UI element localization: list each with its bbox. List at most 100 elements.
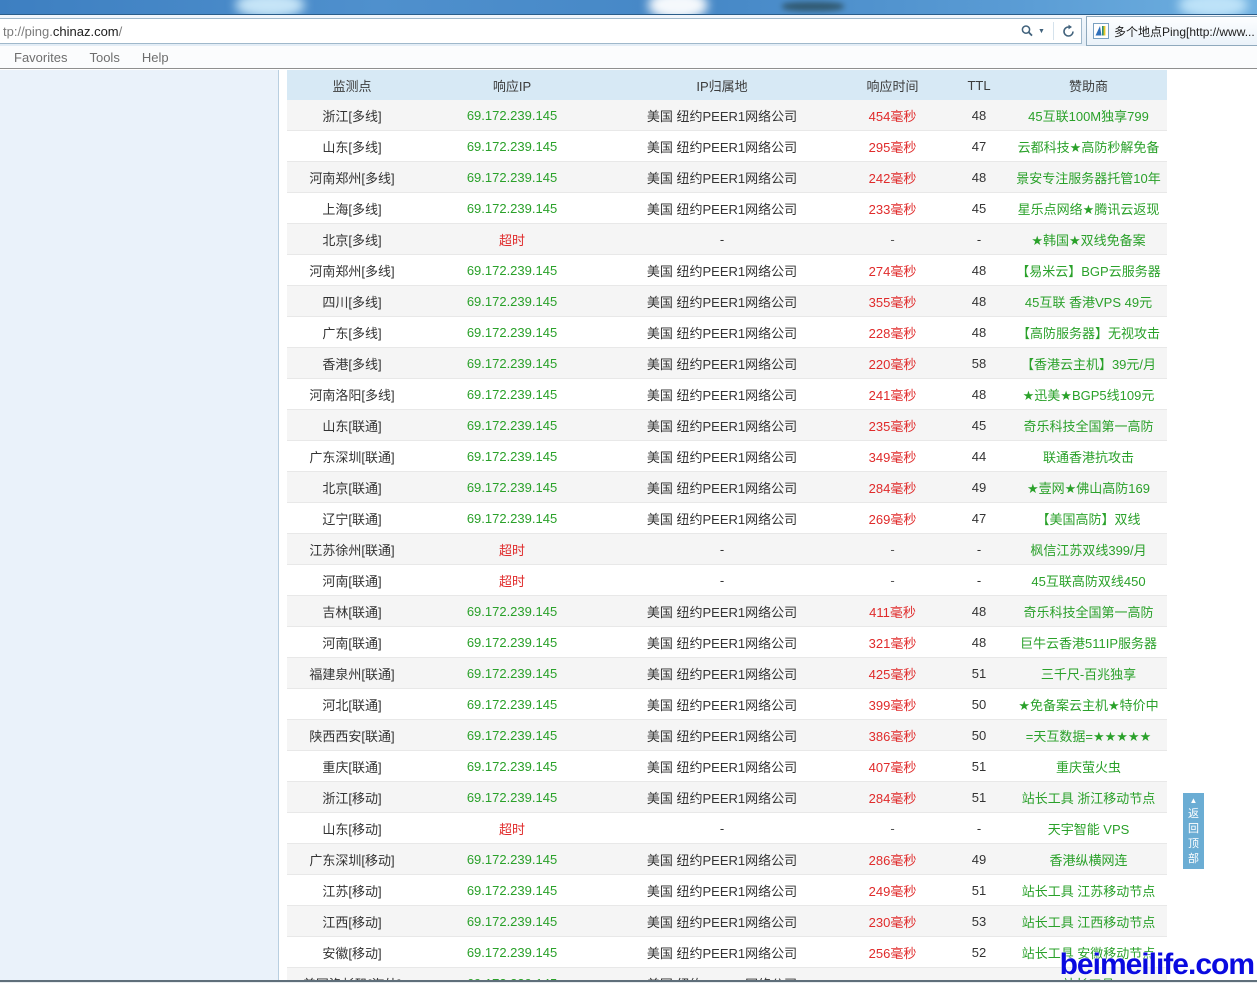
cell-ttl: 52 — [971, 944, 987, 960]
sponsor-link[interactable]: 重庆萤火虫 — [1055, 759, 1121, 775]
sponsor-link[interactable]: 奇乐科技全国第一高防 — [1023, 418, 1154, 434]
cell-response-time: 407毫秒 — [868, 759, 917, 775]
sponsor-link[interactable]: 【易米云】BGP云服务器 — [1016, 263, 1161, 279]
cell-ip-location: 美国 纽约PEER1网络公司 — [646, 139, 798, 155]
cell-ttl: 47 — [971, 510, 987, 526]
table-body: 浙江[多线] 69.172.239.145 美国 纽约PEER1网络公司 454… — [287, 100, 1167, 980]
cell-monitor-point: 美国洛杉矶[海外] — [287, 974, 417, 981]
sponsor-link[interactable]: 巨牛云香港511IP服务器 — [1019, 635, 1157, 651]
menu-help[interactable]: Help — [141, 49, 169, 65]
sponsor-link[interactable]: 枫信江苏双线399/月 — [1030, 542, 1147, 558]
cell-response-ip: 69.172.239.145 — [466, 634, 558, 650]
sponsor-link[interactable]: 45互联高防双线450 — [1031, 573, 1146, 589]
cell-ttl: 45 — [971, 417, 987, 433]
sponsor-link[interactable]: 云都科技★高防秒解免备 — [1017, 139, 1160, 155]
sponsor-link[interactable]: 联通香港抗攻击 — [1042, 449, 1134, 465]
table-row: 广东深圳[移动] 69.172.239.145 美国 纽约PEER1网络公司 2… — [287, 844, 1167, 875]
cell-response-time: 230毫秒 — [868, 914, 917, 930]
cell-response-ip: 69.172.239.145 — [466, 138, 558, 154]
table-row: 广东深圳[联通] 69.172.239.145 美国 纽约PEER1网络公司 3… — [287, 441, 1167, 472]
cell-sponsor: ★免备案云主机★特价中 — [1010, 695, 1167, 714]
sponsor-link[interactable]: 【香港云主机】39元/月 — [1020, 356, 1157, 372]
sponsor-link[interactable]: 香港纵横网连 — [1049, 852, 1128, 868]
cell-response-ip: 69.172.239.145 — [466, 262, 558, 278]
cell-response-ip: 超时 — [498, 232, 525, 248]
header-ttl: TTL — [967, 77, 991, 93]
cell-sponsor: 星乐点网络★腾讯云返现 — [1010, 199, 1167, 218]
sponsor-link[interactable]: ★韩国★双线免备案 — [1031, 232, 1146, 248]
cell-ttl: 48 — [971, 603, 987, 619]
cell-ttl: 50 — [971, 696, 987, 712]
window-title-bar[interactable] — [0, 0, 1257, 15]
sponsor-link[interactable]: 站长工具 — [1062, 977, 1114, 981]
table-row: 陕西西安[联通] 69.172.239.145 美国 纽约PEER1网络公司 3… — [287, 720, 1167, 751]
sponsor-link[interactable]: 45互联 香港VPS 49元 — [1024, 294, 1153, 310]
cell-sponsor: 天宇智能 VPS — [1010, 819, 1167, 838]
cell-response-time: 249毫秒 — [868, 883, 917, 899]
header-ip-location: IP归属地 — [696, 78, 748, 94]
sponsor-link[interactable]: ★壹网★佛山高防169 — [1027, 480, 1150, 496]
cell-response-time: 349毫秒 — [868, 449, 917, 465]
cell-monitor-point: 山东[多线] — [322, 139, 382, 155]
cell-response-ip: 69.172.239.145 — [466, 913, 558, 929]
cell-response-time: 235毫秒 — [868, 418, 917, 434]
cell-monitor-point: 江西[移动] — [322, 914, 382, 930]
table-row: 山东[多线] 69.172.239.145 美国 纽约PEER1网络公司 295… — [287, 131, 1167, 162]
cell-ttl: 48 — [971, 107, 987, 123]
cell-response-ip: 超时 — [498, 573, 525, 589]
cell-monitor-point: 四川[多线] — [322, 294, 382, 310]
search-icon[interactable] — [1016, 20, 1038, 42]
cell-ip-location: 美国 纽约PEER1网络公司 — [607, 974, 837, 981]
sponsor-link[interactable]: 站长工具 江苏移动节点 — [1021, 883, 1156, 899]
cell-response-ip: 69.172.239.145 — [466, 293, 558, 309]
table-row: 美国洛杉矶[海外] 69.172.239.145 美国 纽约PEER1网络公司 … — [287, 968, 1167, 980]
cell-response-time: - — [890, 541, 895, 557]
sponsor-link[interactable]: 星乐点网络★腾讯云返现 — [1017, 201, 1160, 217]
browser-chrome-row: tp://ping.chinaz.com/ ▼ 多个地点Ping[http://… — [0, 15, 1257, 46]
address-url[interactable]: tp://ping.chinaz.com/ — [0, 24, 122, 39]
header-sponsor: 赞助商 — [1068, 78, 1108, 94]
cell-ttl: 51 — [971, 789, 987, 805]
sponsor-link[interactable]: 三千尺-百兆独享 — [1040, 666, 1137, 682]
menu-favorites[interactable]: Favorites — [14, 49, 68, 65]
cell-sponsor: 景安专注服务器托管10年 — [1010, 168, 1167, 187]
cell-ttl: 58 — [971, 355, 987, 371]
sponsor-link[interactable]: 【高防服务器】无视攻击 — [1016, 325, 1160, 341]
sponsor-link[interactable]: 站长工具 江西移动节点 — [1021, 914, 1156, 930]
sponsor-link[interactable]: ★免备案云主机★特价中 — [1018, 697, 1159, 713]
cell-response-time: - — [890, 231, 895, 247]
sponsor-link[interactable]: ★迅美★BGP5线109元 — [1022, 387, 1155, 403]
refresh-icon[interactable] — [1057, 20, 1079, 42]
back-to-top-button[interactable]: ▲ 返回顶部 — [1183, 793, 1204, 869]
menu-tools[interactable]: Tools — [89, 49, 120, 65]
cell-monitor-point: 广东深圳[移动] — [309, 852, 395, 868]
cell-response-time: 284毫秒 — [868, 790, 917, 806]
address-bar-buttons: ▼ — [1016, 19, 1079, 43]
address-separator — [1053, 22, 1054, 40]
cell-ttl: - — [976, 231, 982, 247]
cell-monitor-point: 重庆[联通] — [322, 759, 382, 775]
sponsor-link[interactable]: 45互联100M独享799 — [1028, 108, 1149, 124]
cell-monitor-point: 上海[多线] — [322, 201, 382, 217]
cell-ip-location: 美国 纽约PEER1网络公司 — [646, 635, 798, 651]
address-bar[interactable]: tp://ping.chinaz.com/ ▼ — [0, 18, 1082, 44]
sponsor-link[interactable]: 【美国高防】双线 — [1036, 511, 1141, 527]
cell-response-time: 242毫秒 — [868, 170, 917, 186]
header-response-time: 响应时间 — [866, 78, 919, 94]
cell-monitor-point: 安徽[移动] — [322, 945, 382, 961]
sponsor-link[interactable]: 奇乐科技全国第一高防 — [1023, 604, 1154, 620]
cell-ip-location: 美国 纽约PEER1网络公司 — [646, 294, 798, 310]
sponsor-link[interactable]: =天互数据=★★★★★ — [1025, 728, 1152, 744]
sponsor-link[interactable]: 天宇智能 VPS — [1047, 821, 1130, 837]
cell-sponsor: 站长工具 — [1010, 974, 1167, 981]
sponsor-link[interactable]: 站长工具 浙江移动节点 — [1021, 790, 1156, 806]
sponsor-link[interactable]: 站长工具 安徽移动节点 — [1021, 945, 1156, 961]
search-dropdown-caret-icon[interactable]: ▼ — [1038, 27, 1045, 35]
cell-response-ip: 69.172.239.145 — [466, 727, 558, 743]
table-row: 河南[联通] 69.172.239.145 美国 纽约PEER1网络公司 321… — [287, 627, 1167, 658]
table-row: 江苏[移动] 69.172.239.145 美国 纽约PEER1网络公司 249… — [287, 875, 1167, 906]
cell-response-ip: 69.172.239.145 — [466, 107, 558, 123]
sponsor-link[interactable]: 景安专注服务器托管10年 — [1016, 170, 1161, 186]
browser-tab[interactable]: 多个地点Ping[http://www... — [1086, 16, 1257, 46]
